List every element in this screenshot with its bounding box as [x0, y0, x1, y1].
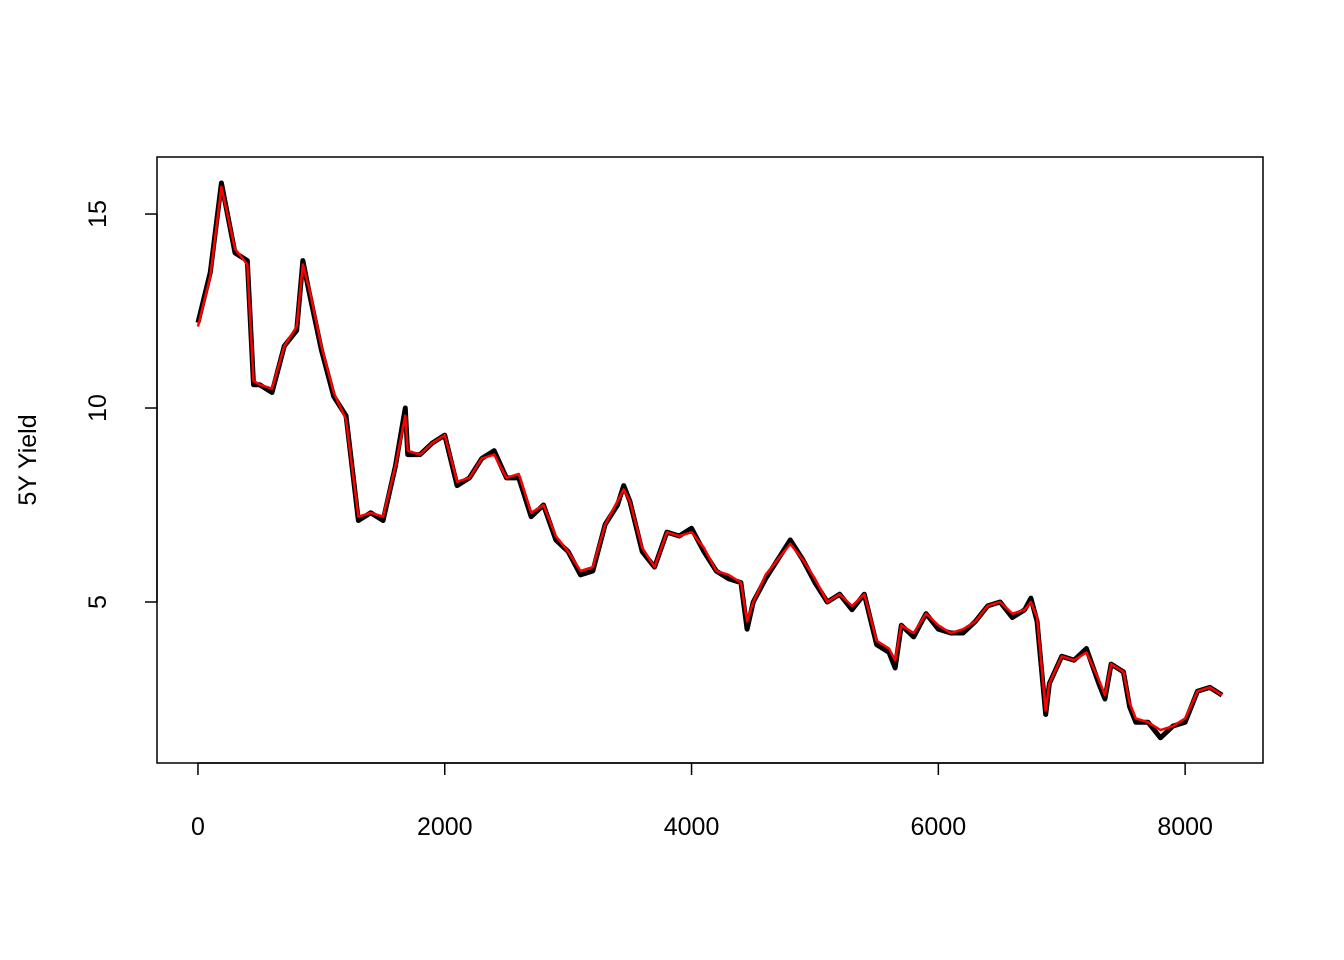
- series-line: [196, 185, 1223, 732]
- x-tick-label: 0: [191, 813, 205, 841]
- x-tick-label: 4000: [664, 813, 720, 841]
- y-tick-label: 10: [84, 394, 112, 422]
- x-tick-label: 2000: [417, 813, 473, 841]
- x-tick-label: 8000: [1157, 813, 1213, 841]
- x-tick-label: 6000: [911, 813, 967, 841]
- y-tick-label: 15: [84, 200, 112, 228]
- y-axis-label: 5Y Yield: [14, 414, 42, 505]
- y-tick-label: 5: [84, 595, 112, 609]
